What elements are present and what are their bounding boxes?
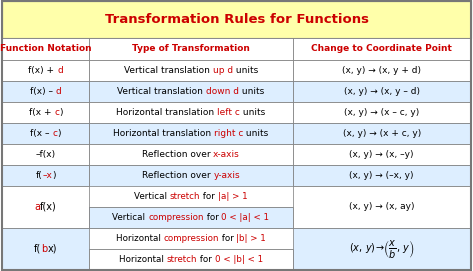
Text: f(x) –: f(x) – (30, 87, 56, 96)
Text: units: units (239, 87, 264, 96)
Text: Horizontal translation: Horizontal translation (113, 129, 214, 138)
Text: (x, y) → (x, –y): (x, y) → (x, –y) (350, 150, 414, 159)
Text: compression: compression (163, 234, 219, 243)
Bar (89, 207, 293, 228)
Text: ): ) (58, 129, 61, 138)
Text: Reflection over: Reflection over (142, 171, 213, 180)
Bar (89, 144, 293, 164)
Bar (89, 80, 293, 102)
Bar (2, 1, 471, 38)
Text: f(x –: f(x – (30, 129, 53, 138)
Text: Type of Transformation: Type of Transformation (132, 44, 250, 53)
Text: Change to Coordinate Point: Change to Coordinate Point (311, 44, 452, 53)
Bar (89, 249, 293, 270)
Text: 0 < |a| < 1: 0 < |a| < 1 (221, 213, 269, 222)
Text: Transformation Rules for Functions: Transformation Rules for Functions (105, 13, 368, 26)
Bar (2, 144, 89, 164)
Bar (293, 144, 471, 164)
Text: c: c (54, 108, 59, 117)
Text: c: c (53, 129, 58, 138)
Text: |a| > 1: |a| > 1 (218, 192, 247, 201)
Text: (x, y) → (x, ay): (x, y) → (x, ay) (349, 202, 414, 211)
Bar (293, 164, 471, 186)
Bar (2, 102, 89, 122)
Text: f(: f( (34, 244, 42, 254)
Text: Vertical: Vertical (113, 213, 148, 222)
Text: down d: down d (206, 87, 239, 96)
Text: f(x +: f(x + (29, 108, 54, 117)
Bar (2, 164, 89, 186)
Text: f(x) +: f(x) + (28, 66, 57, 75)
Text: compression: compression (148, 213, 204, 222)
Text: (x, y) → (x + c, y): (x, y) → (x + c, y) (342, 129, 421, 138)
Bar (89, 102, 293, 122)
Bar (2, 186, 89, 228)
Bar (2, 38, 89, 60)
Bar (89, 249, 293, 270)
Bar (293, 80, 471, 102)
Bar (89, 122, 293, 144)
Bar (2, 80, 89, 102)
Text: –f(x): –f(x) (35, 150, 56, 159)
Text: 0 < |b| < 1: 0 < |b| < 1 (215, 255, 263, 264)
Bar (2, 60, 89, 80)
Text: Vertical translation: Vertical translation (117, 87, 206, 96)
Text: y-axis: y-axis (213, 171, 240, 180)
Text: right c: right c (214, 129, 244, 138)
Bar (293, 60, 471, 80)
Text: for: for (197, 255, 215, 264)
Text: Horizontal: Horizontal (115, 234, 163, 243)
Text: up d: up d (212, 66, 233, 75)
Text: units: units (233, 66, 258, 75)
Text: units: units (244, 129, 269, 138)
Text: Vertical translation: Vertical translation (124, 66, 212, 75)
Text: Horizontal: Horizontal (119, 255, 166, 264)
Bar (89, 164, 293, 186)
Bar (2, 228, 89, 270)
Bar (293, 38, 471, 60)
Bar (293, 102, 471, 122)
Text: Reflection over: Reflection over (142, 150, 213, 159)
Text: (x, y) → (x, y + d): (x, y) → (x, y + d) (342, 66, 421, 75)
Text: |b| > 1: |b| > 1 (236, 234, 266, 243)
Text: a: a (35, 202, 40, 212)
Text: Function Notation: Function Notation (0, 44, 91, 53)
Text: d: d (56, 87, 61, 96)
Text: d: d (57, 66, 63, 75)
Text: Vertical: Vertical (134, 192, 170, 201)
Text: f(: f( (35, 171, 43, 180)
Text: stretch: stretch (166, 255, 197, 264)
Bar (89, 38, 293, 60)
Text: (x, y) → (x – c, y): (x, y) → (x – c, y) (344, 108, 419, 117)
Bar (293, 186, 471, 228)
Text: x-axis: x-axis (213, 150, 240, 159)
Text: (x, y) → (x, y – d): (x, y) → (x, y – d) (344, 87, 420, 96)
Text: ): ) (52, 171, 56, 180)
Text: left c: left c (217, 108, 240, 117)
Text: for: for (219, 234, 236, 243)
Bar (89, 207, 293, 228)
Text: for: for (204, 213, 221, 222)
Text: x): x) (48, 244, 57, 254)
Text: Horizontal translation: Horizontal translation (116, 108, 217, 117)
Text: units: units (240, 108, 265, 117)
Bar (293, 122, 471, 144)
Bar (89, 60, 293, 80)
Text: ): ) (59, 108, 62, 117)
Bar (293, 228, 471, 270)
Text: b: b (42, 244, 48, 254)
Text: for: for (201, 192, 218, 201)
Text: stretch: stretch (170, 192, 201, 201)
Text: $(x,\,y)\!\rightarrow\!\left(\dfrac{x}{b},\,y\right)$: $(x,\,y)\!\rightarrow\!\left(\dfrac{x}{b… (349, 238, 414, 260)
Text: (x, y) → (–x, y): (x, y) → (–x, y) (350, 171, 414, 180)
Bar (2, 122, 89, 144)
Text: f(x): f(x) (40, 202, 57, 212)
Text: –x: –x (43, 171, 52, 180)
